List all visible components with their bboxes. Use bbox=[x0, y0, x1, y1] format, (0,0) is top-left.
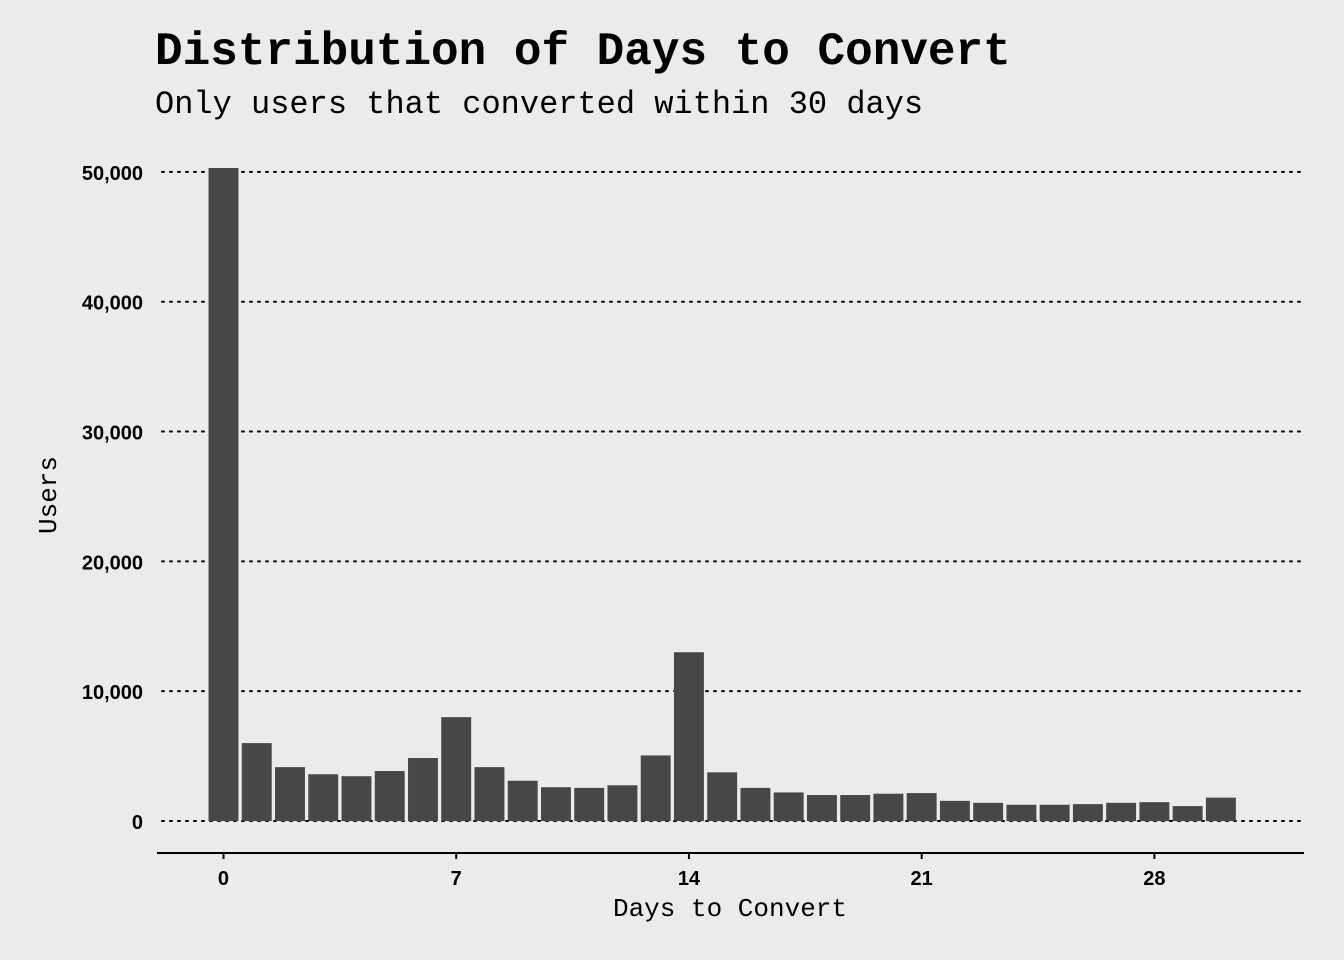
bar bbox=[474, 767, 505, 821]
bar bbox=[1039, 804, 1070, 821]
y-tick-label: 0 bbox=[132, 812, 143, 834]
bar bbox=[1072, 804, 1103, 821]
bar bbox=[408, 758, 438, 821]
bar bbox=[707, 772, 738, 821]
x-axis-title: Days to Convert bbox=[613, 894, 847, 924]
chart-subtitle: Only users that converted within 30 days bbox=[155, 86, 924, 123]
bar bbox=[840, 795, 871, 821]
bar bbox=[308, 774, 339, 821]
x-tick-label: 14 bbox=[678, 868, 701, 890]
bar bbox=[275, 767, 305, 821]
y-tick-label: 30,000 bbox=[82, 423, 143, 445]
bar bbox=[441, 717, 472, 821]
y-axis-title: Users bbox=[34, 456, 64, 534]
bar bbox=[740, 787, 771, 821]
bar bbox=[507, 780, 538, 821]
bar bbox=[1139, 802, 1170, 821]
axes: 0 10,000 20,000 30,000 40,000 50,000 0 7 14 21 28 bbox=[82, 163, 1304, 890]
y-tick-label: 10,000 bbox=[82, 682, 143, 704]
bar bbox=[374, 771, 405, 821]
x-tick-label: 0 bbox=[218, 868, 229, 890]
bar bbox=[241, 743, 272, 821]
bar bbox=[574, 787, 605, 821]
bar bbox=[873, 793, 904, 821]
bar bbox=[806, 795, 837, 821]
bar bbox=[1205, 797, 1236, 821]
bar bbox=[939, 800, 970, 821]
bar bbox=[208, 168, 239, 821]
bar bbox=[1106, 802, 1137, 821]
y-tick-label: 20,000 bbox=[82, 552, 143, 574]
x-tick-label: 28 bbox=[1143, 868, 1165, 890]
x-tick-label: 7 bbox=[451, 868, 462, 890]
bar bbox=[1172, 806, 1203, 821]
y-tick-label: 40,000 bbox=[82, 293, 143, 315]
bar bbox=[607, 785, 638, 821]
gridlines bbox=[161, 170, 1301, 822]
bar bbox=[773, 792, 804, 821]
bar bbox=[341, 776, 372, 821]
y-tick-label: 50,000 bbox=[82, 163, 143, 185]
bar bbox=[973, 802, 1004, 821]
chart-title: Distribution of Days to Convert bbox=[155, 26, 1011, 78]
bar bbox=[540, 787, 571, 821]
bar bbox=[1006, 804, 1037, 821]
bars bbox=[208, 168, 1236, 821]
bar bbox=[906, 793, 937, 821]
x-tick-label: 21 bbox=[911, 868, 933, 890]
bar bbox=[640, 755, 671, 821]
bar bbox=[673, 652, 704, 821]
